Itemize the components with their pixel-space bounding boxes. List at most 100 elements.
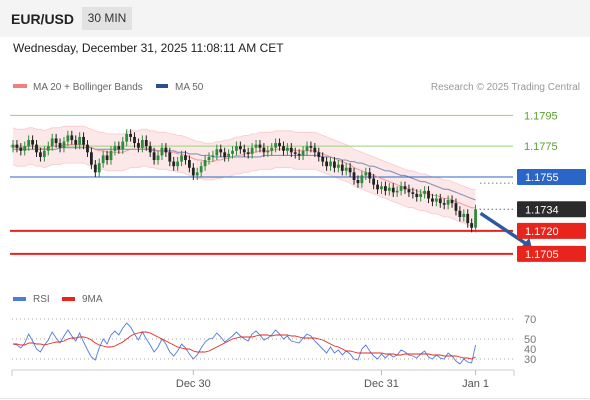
- candle-body: [133, 136, 136, 144]
- candle-body: [474, 209, 477, 228]
- legend-ma50-swatch: [156, 84, 168, 88]
- candle-body: [168, 152, 172, 162]
- legend-bollinger-label: MA 20 + Bollinger Bands: [33, 82, 143, 93]
- candle-body: [160, 147, 164, 156]
- candle-body: [446, 200, 450, 205]
- candle-body: [90, 152, 93, 165]
- candle-body: [152, 152, 156, 161]
- candle-body: [450, 200, 454, 204]
- level-tag-support: [517, 245, 586, 262]
- candle-body: [199, 166, 203, 173]
- bollinger-upper-line: [12, 125, 476, 190]
- legend-9ma-swatch: [62, 297, 75, 301]
- candle-body: [180, 155, 183, 162]
- candle-body: [137, 143, 140, 148]
- rsi-tick-label: 70: [524, 314, 536, 326]
- symbol-title: EUR/USD: [11, 11, 75, 27]
- candle-body: [191, 167, 195, 176]
- candle-body: [121, 141, 125, 150]
- candle-body: [336, 164, 340, 168]
- candle-body: [395, 190, 399, 193]
- level-label-support: 1.1720: [525, 226, 559, 238]
- candle-body: [270, 147, 274, 151]
- candle-body: [427, 190, 430, 199]
- candle-body: [242, 149, 246, 153]
- candle-body: [86, 144, 89, 153]
- candle-body: [403, 186, 407, 190]
- legend-9ma-label: 9MA: [82, 294, 103, 305]
- candle-body: [387, 187, 391, 191]
- candle-body: [344, 167, 348, 171]
- candle-body: [356, 180, 360, 184]
- candle-body: [78, 136, 82, 145]
- candle-body: [289, 147, 293, 153]
- candle-body: [317, 152, 321, 157]
- candle-body: [23, 146, 27, 151]
- candle-body: [293, 152, 297, 154]
- candle-body: [19, 147, 23, 151]
- rsi-line: [12, 322, 477, 365]
- candle-body: [58, 143, 62, 148]
- candle-body: [391, 187, 395, 193]
- level-tag-support: [517, 222, 586, 239]
- candle-body: [62, 141, 66, 148]
- time-axis: Dec 30 Dec 31 Jan 1: [0, 369, 590, 399]
- rsi-tick-label: 50: [524, 334, 536, 346]
- time-tick-label: Dec 30: [176, 378, 211, 390]
- candle-body: [466, 213, 470, 224]
- candle-body: [148, 146, 152, 153]
- candle-body: [215, 149, 219, 156]
- candle-body: [238, 146, 242, 150]
- candle-body: [101, 155, 105, 164]
- candle-body: [423, 190, 426, 194]
- candle-body: [442, 203, 446, 205]
- candle-body: [70, 135, 74, 141]
- legend-ma50-label: MA 50: [175, 82, 204, 93]
- candle-body: [227, 153, 230, 157]
- candle-body: [250, 147, 254, 154]
- candle-body: [223, 152, 227, 157]
- candle-body: [278, 143, 281, 147]
- candle-body: [46, 146, 50, 151]
- bollinger-band-area: [13, 126, 476, 227]
- candle-body: [144, 140, 148, 147]
- candle-body: [470, 223, 474, 228]
- bollinger-lower-line: [12, 162, 476, 227]
- candle-body: [380, 186, 383, 190]
- candle-body: [74, 140, 78, 145]
- candle-body: [50, 138, 54, 147]
- candle-body: [454, 203, 458, 211]
- candle-body: [305, 146, 309, 151]
- candle-body: [235, 146, 238, 151]
- candle-body: [329, 161, 332, 167]
- candle-body: [301, 150, 305, 156]
- level-label-last: 1.1734: [525, 204, 559, 216]
- candle-body: [176, 161, 180, 167]
- candle-body: [140, 140, 144, 148]
- rsi-tick-label: 30: [524, 354, 536, 366]
- candle-body: [372, 178, 376, 185]
- candle-body: [11, 144, 15, 148]
- candle-body: [35, 144, 38, 153]
- candle-body: [195, 172, 199, 176]
- candle-body: [129, 133, 132, 137]
- timeframe-button[interactable]: 30 MIN: [82, 7, 132, 30]
- candle-body: [431, 198, 434, 202]
- candle-body: [207, 156, 211, 161]
- time-tick-label: Jan 1: [462, 378, 489, 390]
- candles: [11, 129, 477, 233]
- copyright-text: Research © 2025 Trading Central: [431, 82, 580, 93]
- candle-body: [246, 152, 250, 154]
- candle-body: [82, 136, 85, 145]
- bollinger-band: [12, 125, 476, 227]
- candle-body: [321, 156, 325, 162]
- candle-body: [352, 172, 356, 181]
- candle-body: [434, 198, 438, 202]
- candle-body: [415, 193, 419, 197]
- candle-body: [368, 172, 372, 179]
- candle-body: [97, 163, 101, 173]
- candle-body: [348, 167, 352, 173]
- candle-body: [266, 150, 270, 153]
- candle-body: [419, 193, 423, 197]
